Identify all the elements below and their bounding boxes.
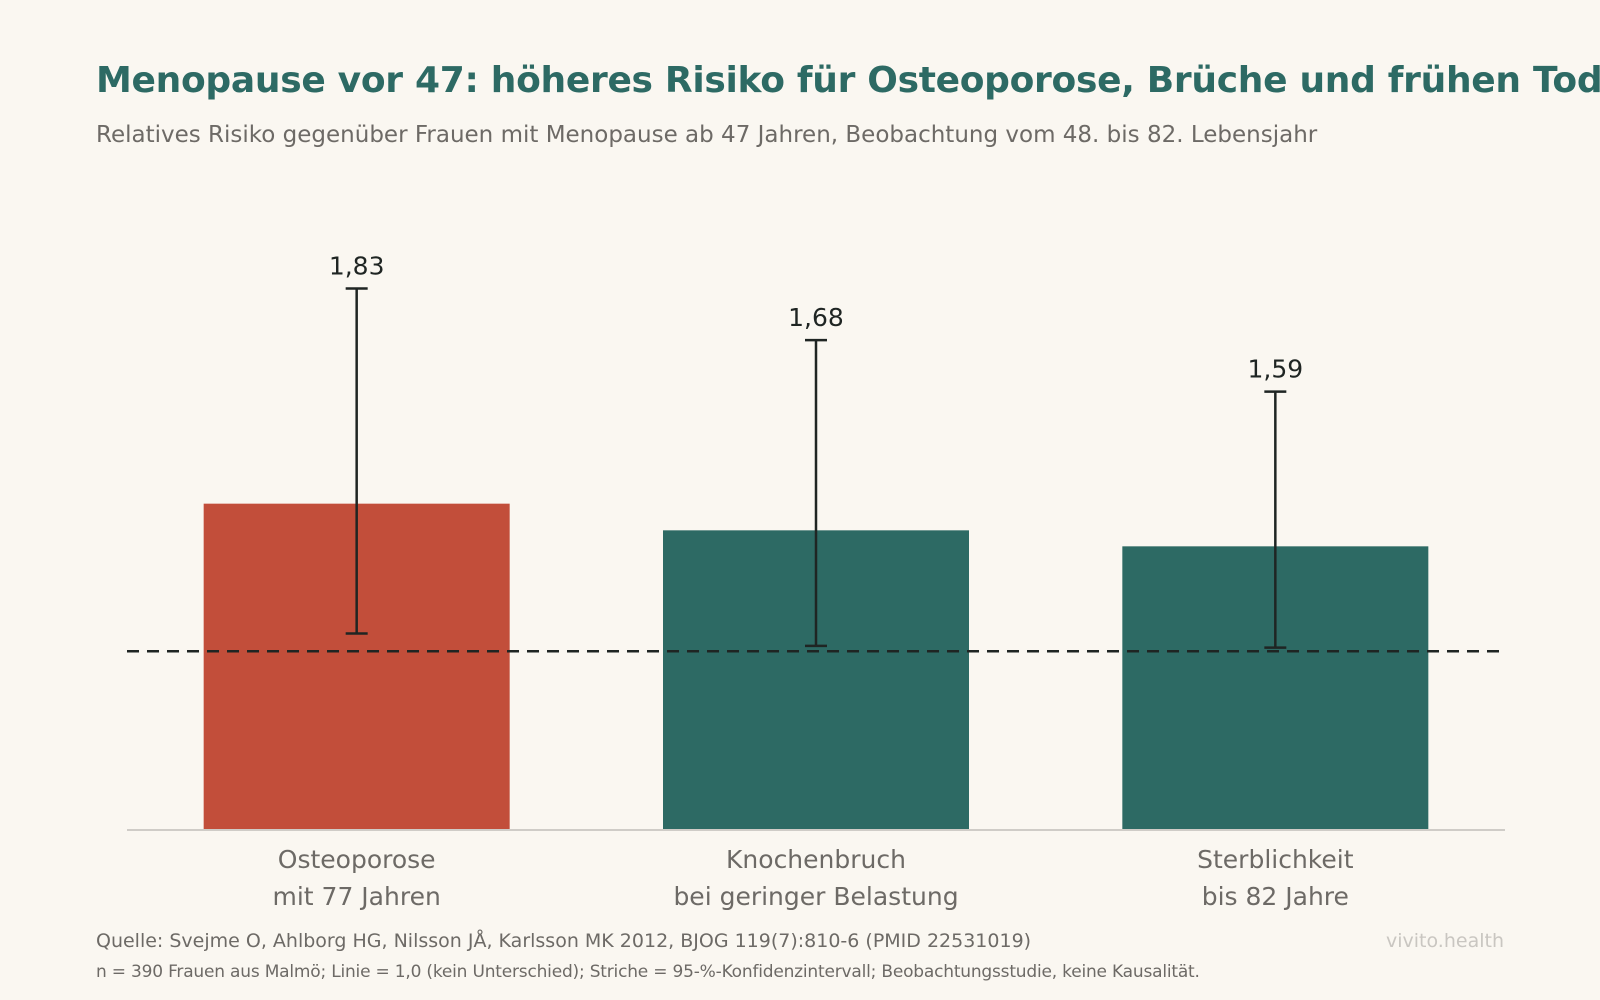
category-label: bis 82 Jahre (1202, 882, 1349, 911)
errorbars-layer (345, 287, 1287, 649)
category-label: bei geringer Belastung (673, 882, 958, 911)
chart-title: Menopause vor 47: höheres Risiko für Ost… (96, 60, 1600, 101)
value-label: 1,83 (329, 252, 385, 281)
labels-layer: 1,83 Osteoporose mit 77 Jahren 1,68 Knochenb… (273, 252, 1354, 911)
category-label: mit 77 Jahren (273, 882, 441, 911)
bar-chart: 1,83 Osteoporose mit 77 Jahren 1,68 Knochenb… (127, 252, 1505, 911)
error-bar (805, 338, 827, 648)
chart-subtitle: Relatives Risiko gegenüber Frauen mit Me… (96, 122, 1318, 148)
error-bar (345, 287, 368, 635)
brand-label: vivito.health (1386, 930, 1504, 952)
category-label: Osteoporose (278, 845, 436, 874)
error-bar (1264, 390, 1287, 649)
value-label: 1,59 (1247, 355, 1303, 384)
value-label: 1,68 (788, 303, 844, 332)
category-label: Sterblichkeit (1197, 845, 1354, 874)
method-note: n = 390 Frauen aus Malmö; Linie = 1,0 (k… (96, 962, 1200, 982)
category-label: Knochenbruch (726, 845, 906, 874)
source-note: Quelle: Svejme O, Ahlborg HG, Nilsson JÅ… (96, 930, 1032, 952)
